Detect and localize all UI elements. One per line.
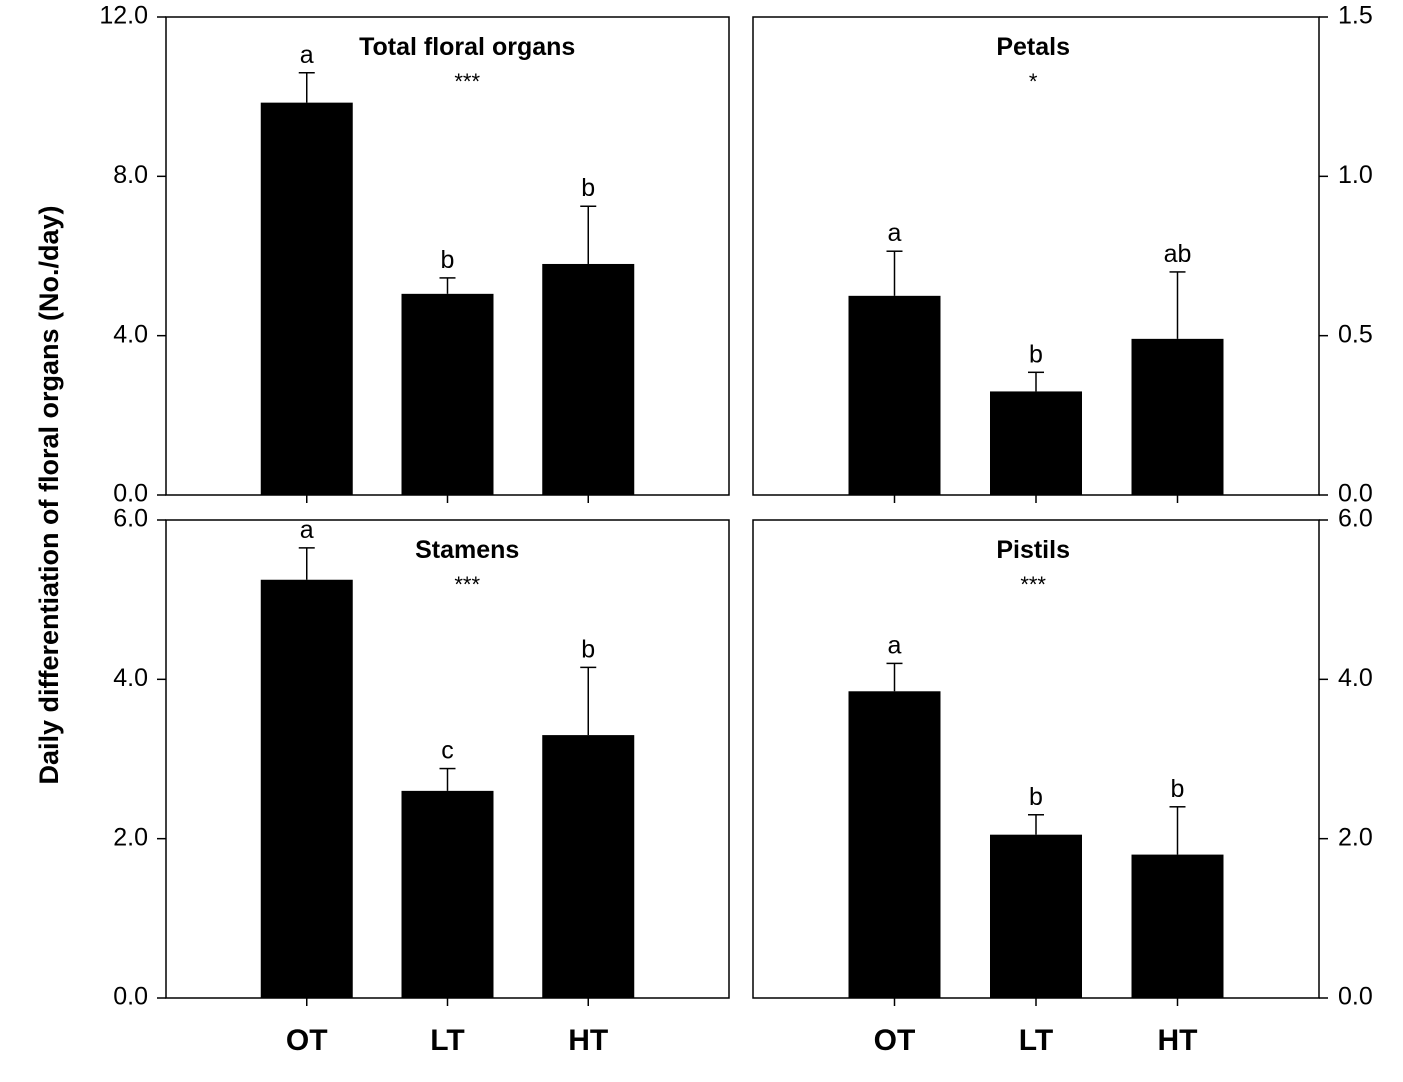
y-tick-label: 2.0	[113, 823, 148, 851]
panel-title: Petals	[996, 33, 1070, 61]
y-tick-label: 0.0	[113, 983, 148, 1011]
significance-letter: a	[888, 631, 902, 659]
y-tick-label: 4.0	[113, 320, 148, 348]
x-category-label: HT	[568, 1024, 608, 1057]
significance-letter: b	[581, 635, 595, 663]
y-tick-label: 2.0	[1338, 823, 1373, 851]
bar	[260, 579, 353, 998]
y-tick-label: 1.5	[1338, 2, 1373, 30]
bar	[848, 295, 941, 495]
y-tick-label: 4.0	[113, 664, 148, 692]
panel-title: Total floral organs	[359, 33, 575, 61]
bar	[1131, 338, 1224, 495]
bar	[260, 102, 353, 496]
x-category-label: HT	[1158, 1024, 1198, 1057]
significance-letter: a	[300, 516, 314, 544]
significance-letter: b	[1029, 783, 1043, 811]
y-tick-label: 12.0	[99, 2, 148, 30]
x-category-label: LT	[1019, 1024, 1053, 1057]
significance-marker: *	[1029, 69, 1038, 94]
bar	[401, 293, 494, 495]
bar	[990, 391, 1082, 495]
significance-marker: ***	[1020, 572, 1046, 597]
y-tick-label: 6.0	[1338, 505, 1373, 533]
significance-letter: b	[1171, 775, 1185, 803]
significance-letter: ab	[1164, 240, 1192, 268]
significance-marker: ***	[454, 572, 480, 597]
y-tick-label: 0.5	[1338, 320, 1373, 348]
y-tick-label: 0.0	[1338, 480, 1373, 508]
significance-letter: b	[581, 174, 595, 202]
bar	[542, 735, 635, 998]
y-tick-label: 6.0	[113, 505, 148, 533]
panel-title: Pistils	[996, 536, 1070, 564]
bar	[542, 263, 635, 495]
x-category-label: LT	[430, 1024, 464, 1057]
significance-letter: b	[1029, 340, 1043, 368]
panel-title: Stamens	[415, 536, 519, 564]
y-tick-label: 4.0	[1338, 664, 1373, 692]
x-category-label: OT	[286, 1024, 328, 1057]
significance-letter: a	[300, 41, 314, 69]
significance-marker: ***	[454, 69, 480, 94]
bar	[1131, 854, 1224, 998]
x-category-label: OT	[874, 1024, 916, 1057]
y-tick-label: 0.0	[113, 480, 148, 508]
y-tick-label: 8.0	[113, 161, 148, 189]
significance-letter: a	[888, 219, 902, 247]
significance-letter: c	[441, 737, 454, 765]
significance-letter: b	[441, 246, 455, 274]
bar	[990, 834, 1082, 998]
y-tick-label: 0.0	[1338, 983, 1373, 1011]
bar	[848, 691, 941, 998]
y-tick-label: 1.0	[1338, 161, 1373, 189]
bar	[401, 790, 494, 998]
y-axis-label: Daily differentiation of floral organs (…	[34, 205, 64, 784]
